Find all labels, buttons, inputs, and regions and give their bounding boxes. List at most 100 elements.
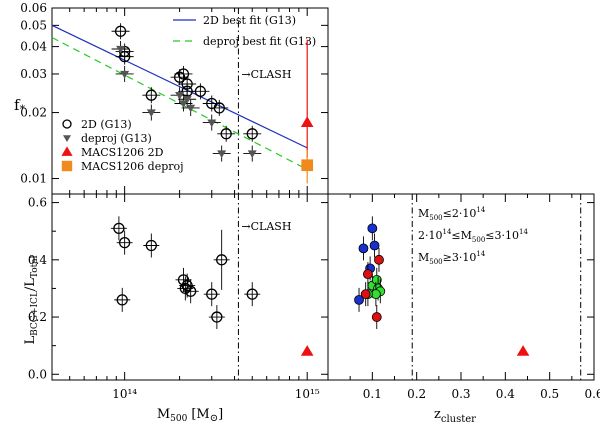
top-ytick-label: 0.01 <box>20 172 47 186</box>
top-ytick-label: 0.04 <box>20 40 47 54</box>
br-xtick-label: 0.6 <box>584 387 600 401</box>
data-point <box>206 288 218 300</box>
fit-line-2d <box>51 24 308 149</box>
legend-marker-triangle-down <box>63 135 71 142</box>
bl-xtick-label: 10¹⁴ <box>112 387 137 401</box>
mass-legend-part: 2·10 <box>418 229 443 242</box>
mass-legend-part: M <box>418 251 429 264</box>
mass-legend-label: 2·1014≤M500≤3·1014 <box>418 228 528 244</box>
bottom-left-panel: 0.0 0.2 0.4 0.6 10¹⁴ 10¹⁵ →CLASH <box>28 194 328 401</box>
fit-legend-label: 2D best fit (G13) <box>203 14 296 27</box>
data-point <box>211 311 223 323</box>
lratio-main-a: L <box>23 336 38 345</box>
data-point <box>371 312 382 322</box>
data-point <box>113 222 125 234</box>
top-ytick-label: 0.02 <box>20 106 47 120</box>
m500-close: ] <box>218 407 223 422</box>
data-point <box>177 68 190 80</box>
m500-main: M <box>157 407 170 422</box>
data-point <box>177 274 190 286</box>
data-point <box>173 71 186 83</box>
data-point <box>194 85 207 97</box>
data-point <box>354 294 364 305</box>
mass-legend-part: 500 <box>429 258 442 266</box>
legend-marker-triangle-up <box>61 146 73 156</box>
top-clash-label: →CLASH <box>241 68 291 81</box>
mass-legend-part: 14 <box>519 228 528 236</box>
z-main: z <box>434 407 441 422</box>
data-point-triangle-down <box>207 119 217 128</box>
mass-legend-part: ≥3·10 <box>443 251 477 264</box>
data-point-triangle-down <box>182 96 192 104</box>
top-ytick-label: 0.06 <box>20 1 47 15</box>
data-point <box>185 285 197 297</box>
bl-ytick-label: 0.0 <box>28 367 47 381</box>
bl-clash-label: →CLASH <box>241 220 291 233</box>
bl-ytick-label: 0.6 <box>28 196 47 210</box>
data-point <box>358 243 369 254</box>
legend-label: MACS1206 deproj <box>81 160 184 173</box>
data-point <box>181 279 193 292</box>
data-point <box>220 128 232 140</box>
legend-marker-square <box>61 160 73 172</box>
fit-legend-label: deproj best fit (G13) <box>203 35 316 48</box>
data-point-triangle-up <box>300 345 314 356</box>
x-axis-label-m500: M500 [M⊙] <box>157 407 223 424</box>
legend-label: 2D (G13) <box>81 118 132 131</box>
data-point-triangle-down <box>186 104 196 113</box>
mass-legend-part: ≤3·10 <box>485 229 519 242</box>
data-point <box>362 269 373 280</box>
lratio-sub-a: BCG+ICL <box>30 291 40 336</box>
data-point-triangle-down <box>178 100 188 108</box>
data-point <box>116 294 128 306</box>
fstar-sub: * <box>20 103 26 116</box>
y-axis-label-lratio: LBCG+ICL/LTotal <box>23 255 40 344</box>
data-point <box>367 223 378 234</box>
mass-legend-part: 14 <box>476 206 485 214</box>
data-point <box>145 239 157 252</box>
data-point <box>114 25 127 37</box>
data-point <box>369 240 380 251</box>
data-point <box>145 89 157 101</box>
lratio-slash: /L <box>23 278 38 291</box>
data-point-triangle-down <box>247 150 257 159</box>
top-ytick-label: 0.03 <box>20 67 47 81</box>
br-xtick-label: 0.5 <box>540 387 559 401</box>
bl-ytick-label: 0.2 <box>28 310 47 324</box>
data-point <box>246 128 258 140</box>
mass-legend-part: M <box>418 207 429 220</box>
data-point <box>246 288 258 300</box>
m500-units: [M <box>191 407 209 422</box>
br-xtick-label: 0.1 <box>363 387 382 401</box>
mass-legend-label: M500≥3·1014 <box>418 250 486 266</box>
data-point <box>360 289 371 300</box>
m500-sun: ⊙ <box>210 413 218 424</box>
legend-marker-circle <box>62 119 72 129</box>
data-point-triangle-down <box>116 45 126 54</box>
fstar-main: f <box>14 96 21 114</box>
bottom-right-panel: 0.1 0.2 0.3 0.4 0.5 0.6M500≤2·10142·1014≤M500… <box>327 194 600 401</box>
br-xtick-label: 0.4 <box>496 387 515 401</box>
mass-legend-part: 14 <box>476 250 485 258</box>
data-point-triangle-down <box>175 92 185 100</box>
bl-xtick-label: 10¹⁵ <box>295 387 320 401</box>
mass-legend-part: 500 <box>472 236 485 244</box>
data-point-triangle-up <box>516 345 530 356</box>
data-point-triangle-down <box>120 70 130 79</box>
data-point-triangle-up <box>300 116 314 127</box>
bl-ytick-label: 0.4 <box>28 253 47 267</box>
z-sub: cluster <box>441 414 476 425</box>
data-point-square <box>301 159 314 172</box>
mass-legend-part: 500 <box>429 214 442 222</box>
mass-legend-part: 14 <box>443 228 452 236</box>
data-point <box>216 254 228 266</box>
legend-label: deproj (G13) <box>81 132 152 145</box>
lratio-sub-b: Total <box>30 255 40 278</box>
m500-sub: 500 <box>170 414 187 424</box>
top-ytick-label: 0.05 <box>20 18 47 32</box>
mass-legend-part: ≤M <box>451 229 471 242</box>
data-point <box>213 102 225 114</box>
mass-legend-label: M500≤2·1014 <box>418 206 486 222</box>
top-panel: 0.01 0.02 0.03 0.04 0.05 0.06 →CLASH 2D best fi… <box>20 1 328 194</box>
